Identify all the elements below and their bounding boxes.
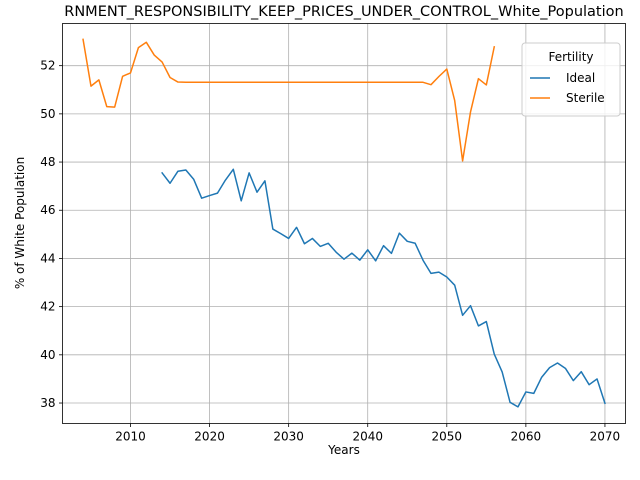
x-tick-label: 2030 [273,430,304,444]
legend-label-sterile: Sterile [566,91,605,105]
y-tick-label: 50 [40,107,55,121]
y-tick-label: 38 [40,396,55,410]
x-axis-label: Years [327,443,360,457]
x-tick-label: 2050 [432,430,463,444]
y-tick-label: 48 [40,155,55,169]
x-tick-label: 2040 [352,430,383,444]
chart-title: RNMENT_RESPONSIBILITY_KEEP_PRICES_UNDER_… [64,4,623,20]
plot-frame [62,23,626,424]
x-tick-label: 2060 [511,430,542,444]
legend: Fertility Ideal Sterile [521,42,621,117]
x-tick-label: 2010 [115,430,146,444]
x-tick-label: 2020 [194,430,225,444]
y-tick-label: 52 [40,59,55,73]
series-line-sterile [82,38,496,162]
x-axis: 2010 2020 2030 2040 2050 2060 2070 [115,423,621,444]
legend-title: Fertility [548,50,593,64]
x-tick-label: 2070 [590,430,621,444]
y-tick-label: 44 [40,251,55,265]
series-line-ideal [161,168,606,408]
y-axis: 38 40 42 44 46 48 50 52 [40,59,63,410]
y-tick-label: 40 [40,348,55,362]
legend-label-ideal: Ideal [566,71,595,85]
series-lines [82,38,606,408]
y-tick-label: 46 [40,203,55,217]
y-axis-label: % of White Population [13,157,27,289]
y-tick-label: 42 [40,300,55,314]
